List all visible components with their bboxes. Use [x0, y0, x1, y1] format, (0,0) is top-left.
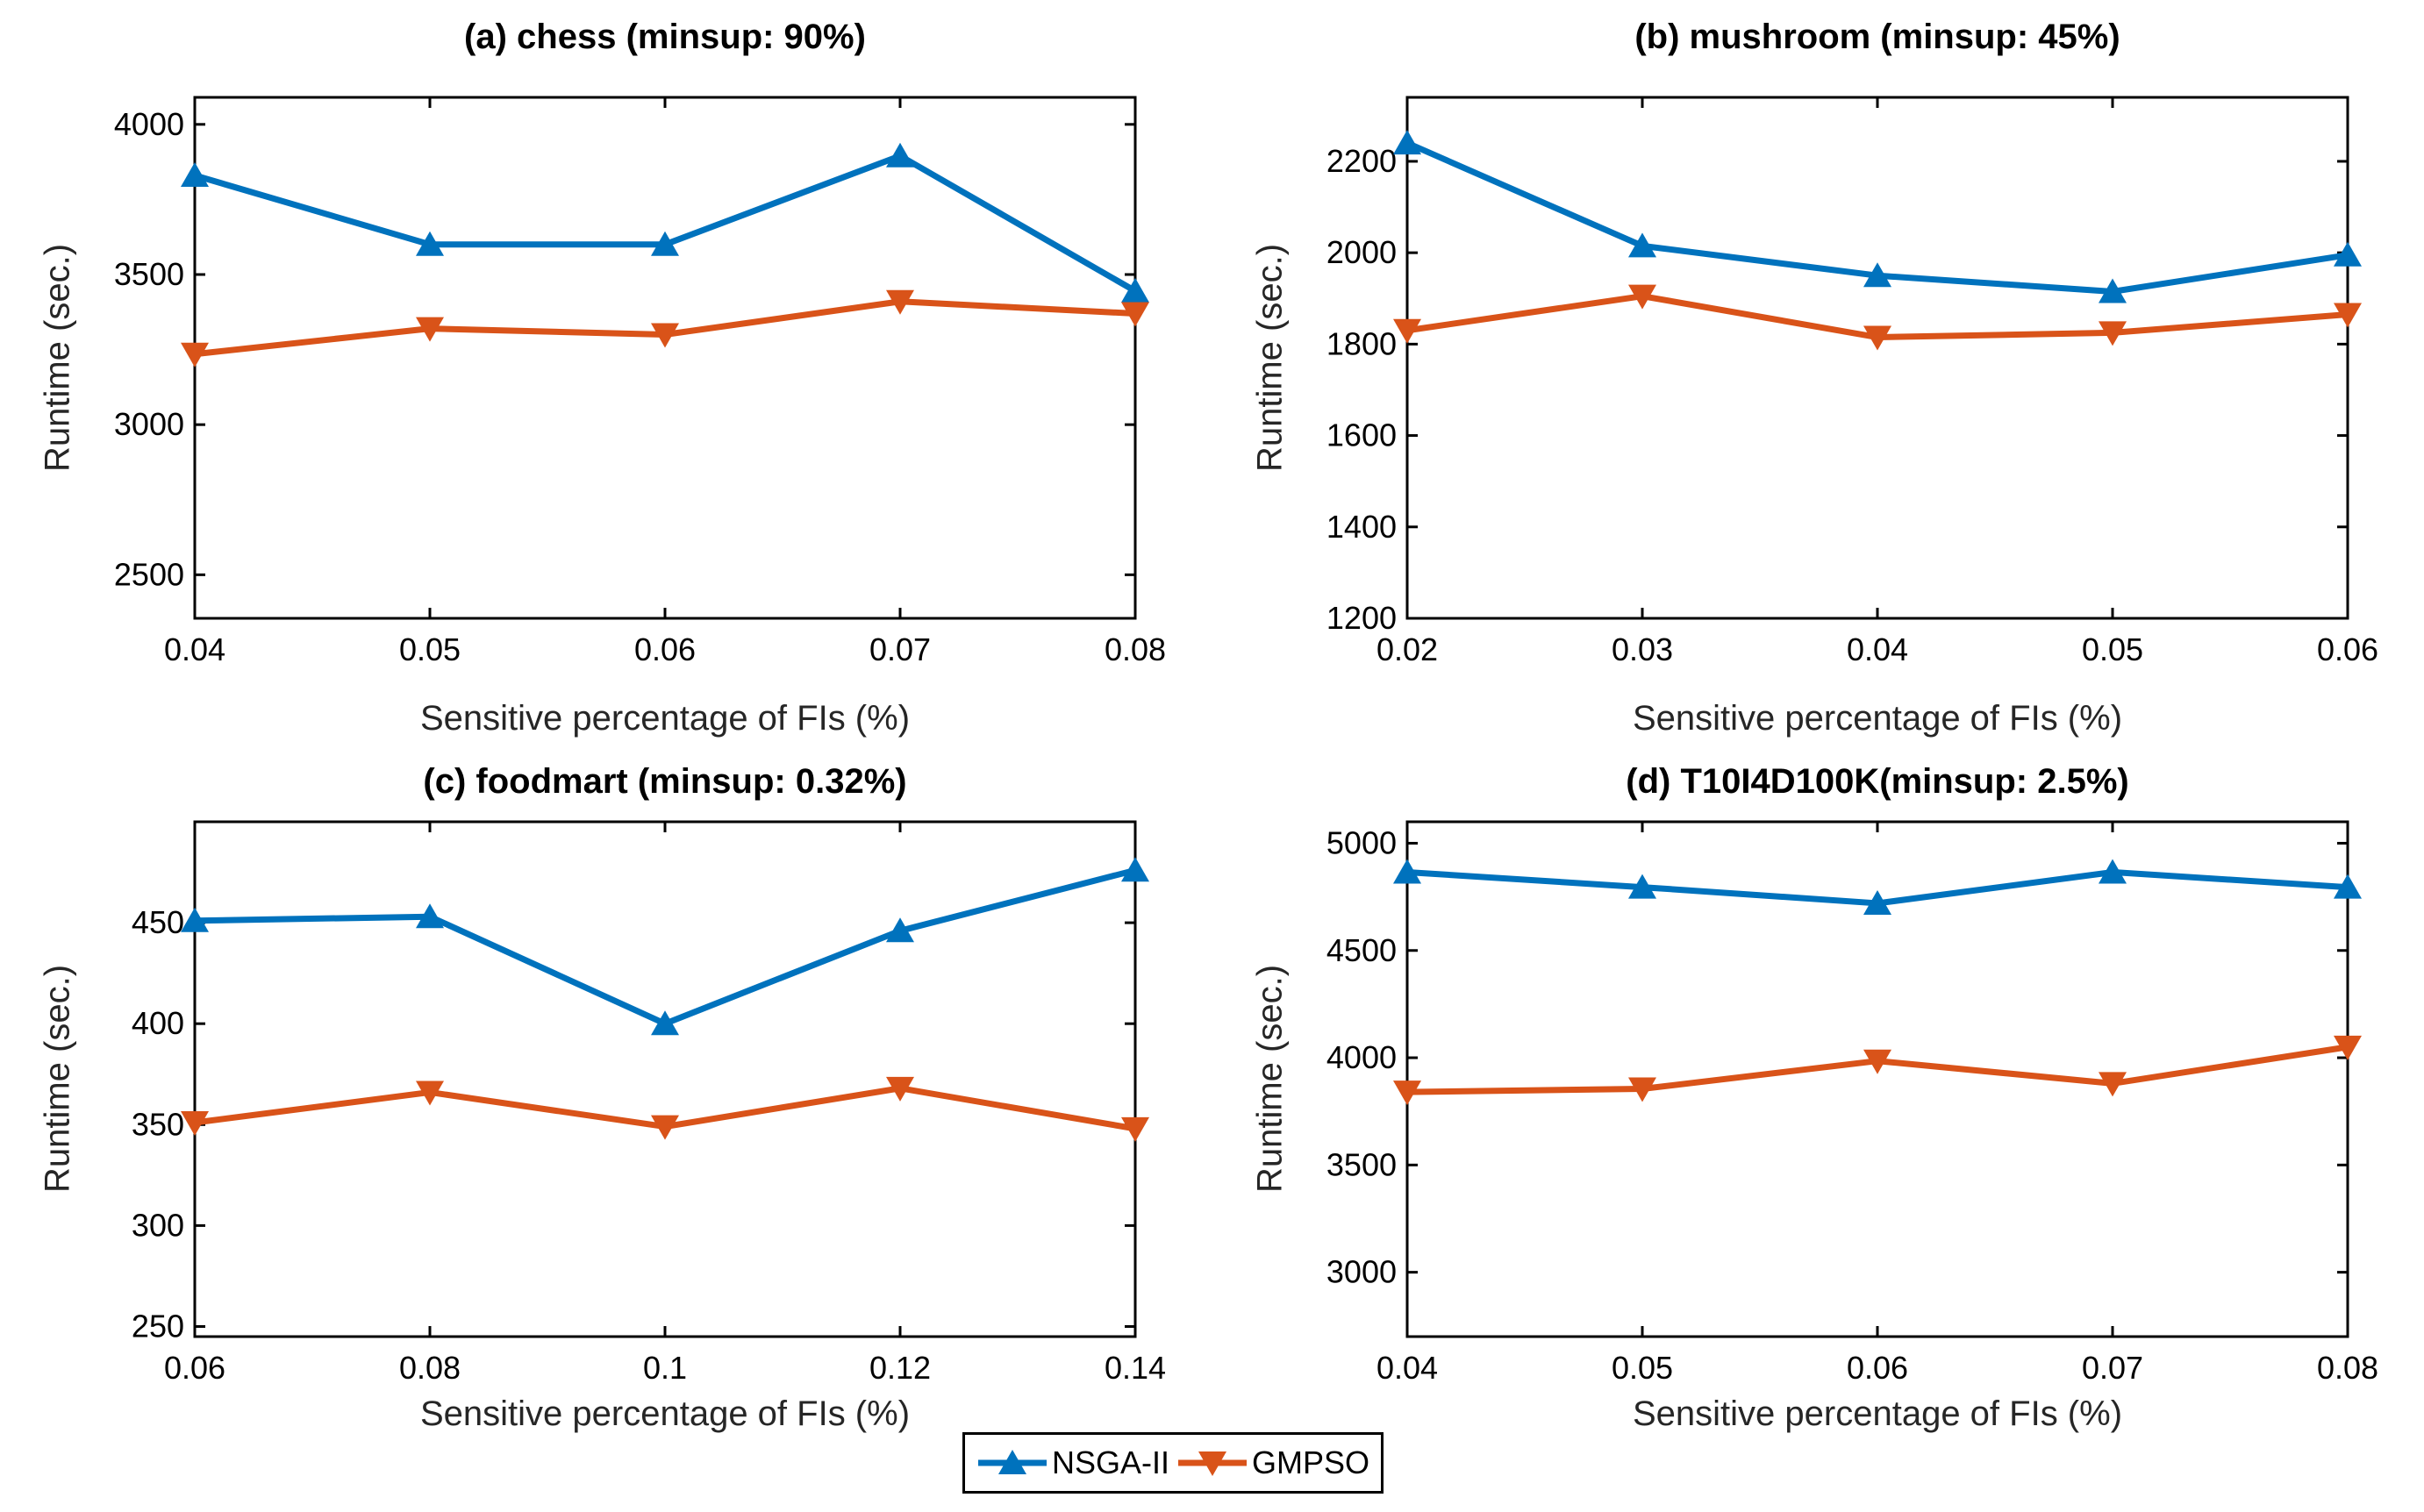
- svg-text:250: 250: [132, 1308, 184, 1344]
- legend: NSGA-II GMPSO: [962, 1432, 1384, 1494]
- svg-text:0.04: 0.04: [1847, 631, 1908, 667]
- svg-text:4000: 4000: [1326, 1039, 1397, 1075]
- svg-text:3500: 3500: [114, 256, 184, 292]
- svg-text:0.08: 0.08: [2317, 1350, 2378, 1386]
- svg-text:1400: 1400: [1326, 509, 1397, 545]
- svg-text:0.1: 0.1: [643, 1350, 687, 1386]
- svg-text:1200: 1200: [1326, 600, 1397, 636]
- svg-text:0.08: 0.08: [399, 1350, 461, 1386]
- chart-b-mushroom: 0.02 0.03 0.04 0.05 0.06 1200 1400 1600 1800 2000…: [1212, 0, 2424, 739]
- svg-text:0.02: 0.02: [1376, 631, 1438, 667]
- chart-a-chess: 0.04 0.05 0.06 0.07 0.08 2500 3000 3500 4000 (a)…: [0, 0, 1212, 739]
- plot-area-a: 0.04 0.05 0.06 0.07 0.08 2500 3000 3500 4000: [114, 96, 1166, 667]
- chart-d-t10i4d100k: 0.04 0.05 0.06 0.07 0.08 3000 3500 4000 4500 5000…: [1212, 739, 2424, 1512]
- legend-item-nsga2: NSGA-II: [976, 1438, 1169, 1487]
- svg-text:1800: 1800: [1326, 325, 1397, 361]
- svg-text:4000: 4000: [114, 106, 184, 142]
- svg-text:2000: 2000: [1326, 234, 1397, 270]
- svg-text:3500: 3500: [1326, 1146, 1397, 1182]
- y-axis-label-a: Runtime (sec.): [38, 243, 77, 473]
- svg-text:5000: 5000: [1326, 824, 1397, 860]
- svg-text:3000: 3000: [114, 406, 184, 442]
- svg-text:0.05: 0.05: [2082, 631, 2143, 667]
- x-axis-label-c: Sensitive percentage of FIs (%): [419, 1394, 911, 1433]
- svg-text:2500: 2500: [114, 556, 184, 592]
- svg-text:0.04: 0.04: [1376, 1350, 1438, 1386]
- svg-text:300: 300: [132, 1207, 184, 1243]
- plot-area-c: 0.06 0.08 0.1 0.12 0.14 250 300 350 400 450: [132, 820, 1166, 1386]
- plot-area-b: 0.02 0.03 0.04 0.05 0.06 1200 1400 1600 1800 2000…: [1326, 96, 2378, 667]
- svg-text:2200: 2200: [1326, 143, 1397, 179]
- chart-title-b: (b) mushroom (minsup: 45%): [1634, 18, 2120, 56]
- legend-label-nsga2: NSGA-II: [1051, 1444, 1169, 1480]
- svg-text:0.04: 0.04: [164, 631, 225, 667]
- x-axis-label-d: Sensitive percentage of FIs (%): [1632, 1394, 2123, 1433]
- chart-c-foodmart: 0.06 0.08 0.1 0.12 0.14 250 300 350 400 450 (c) f…: [0, 739, 1212, 1512]
- svg-text:0.14: 0.14: [1105, 1350, 1166, 1386]
- svg-text:0.06: 0.06: [164, 1350, 225, 1386]
- gmpso-line-marker-icon: [1178, 1451, 1247, 1476]
- svg-text:0.12: 0.12: [869, 1350, 931, 1386]
- x-axis-label-a: Sensitive percentage of FIs (%): [419, 699, 911, 738]
- x-axis-label-b: Sensitive percentage of FIs (%): [1632, 699, 2123, 738]
- svg-text:350: 350: [132, 1106, 184, 1142]
- legend-item-gmpso: GMPSO: [1176, 1438, 1369, 1487]
- svg-text:1600: 1600: [1326, 417, 1397, 453]
- svg-text:0.07: 0.07: [2082, 1350, 2143, 1386]
- svg-text:400: 400: [132, 1005, 184, 1041]
- legend-label-gmpso: GMPSO: [1252, 1444, 1370, 1480]
- plot-area-d: 0.04 0.05 0.06 0.07 0.08 3000 3500 4000 4500 5000: [1326, 820, 2378, 1386]
- nsga2-line-marker-icon: [977, 1450, 1047, 1474]
- y-axis-label-b: Runtime (sec.): [1250, 243, 1290, 473]
- y-axis-label-d: Runtime (sec.): [1250, 964, 1290, 1194]
- chart-title-d: (d) T10I4D100K(minsup: 2.5%): [1626, 762, 2129, 801]
- svg-text:0.06: 0.06: [2317, 631, 2378, 667]
- y-axis-label-c: Runtime (sec.): [38, 964, 77, 1194]
- svg-text:0.05: 0.05: [399, 631, 461, 667]
- svg-text:3000: 3000: [1326, 1254, 1397, 1290]
- svg-text:450: 450: [132, 904, 184, 940]
- svg-text:0.06: 0.06: [1847, 1350, 1908, 1386]
- svg-text:0.06: 0.06: [634, 631, 696, 667]
- chart-title-a: (a) chess (minsup: 90%): [464, 18, 866, 56]
- svg-text:0.08: 0.08: [1105, 631, 1166, 667]
- svg-text:0.03: 0.03: [1612, 631, 1673, 667]
- svg-text:4500: 4500: [1326, 932, 1397, 968]
- svg-text:0.05: 0.05: [1612, 1350, 1673, 1386]
- chart-title-c: (c) foodmart (minsup: 0.32%): [423, 762, 907, 801]
- svg-text:0.07: 0.07: [869, 631, 931, 667]
